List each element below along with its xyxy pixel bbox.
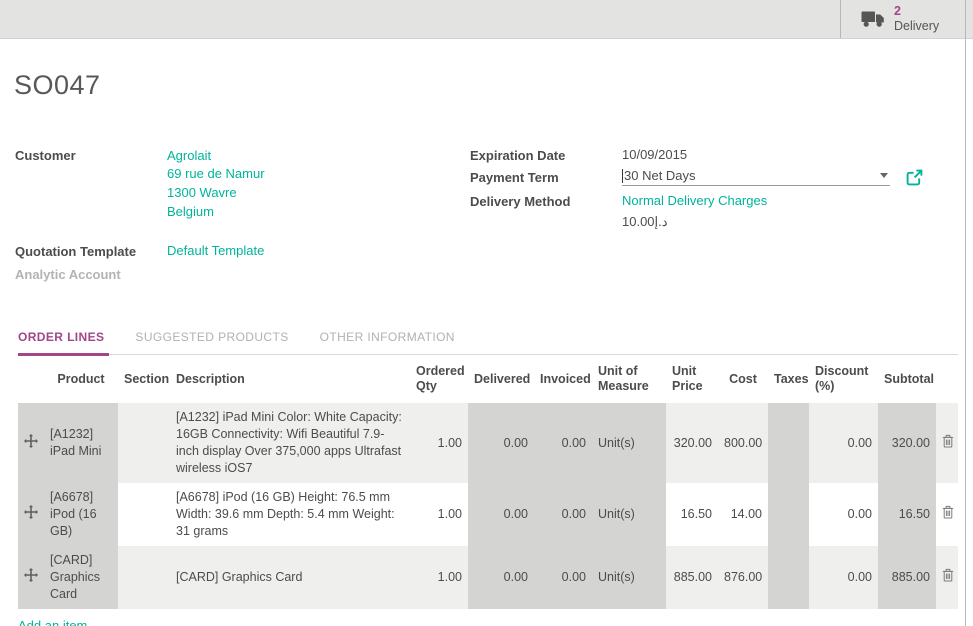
section-cell[interactable] — [118, 403, 170, 483]
col-delivered: Delivered — [468, 355, 534, 403]
col-discount: Discount (%) — [809, 355, 878, 403]
trash-icon[interactable] — [936, 546, 958, 609]
product-cell[interactable]: [A6678] iPod (16 GB) — [44, 483, 118, 546]
tab-other-information[interactable]: OTHER INFORMATION — [319, 330, 455, 344]
customer-label: Customer — [15, 148, 76, 163]
invoiced-cell: 0.00 — [534, 546, 592, 609]
add-item-link[interactable]: Add an item — [18, 618, 88, 626]
drag-handle-icon[interactable] — [18, 403, 44, 483]
invoiced-cell: 0.00 — [534, 403, 592, 483]
discount-cell[interactable]: 0.00 — [809, 546, 878, 609]
cost-cell[interactable]: 876.00 — [718, 546, 768, 609]
customer-address-line[interactable]: 1300 Wavre — [167, 185, 237, 200]
subtotal-cell: 16.50 — [878, 483, 936, 546]
window-right-edge — [965, 0, 966, 626]
taxes-cell — [768, 483, 809, 546]
analytic-account-label: Analytic Account — [15, 267, 121, 282]
ordered-qty-cell[interactable]: 1.00 — [410, 483, 468, 546]
form-fields: Customer Agrolait 69 rue de Namur 1300 W… — [0, 147, 973, 287]
expiration-date-value[interactable]: 10/09/2015 — [622, 147, 688, 162]
drag-handle-icon[interactable] — [18, 483, 44, 546]
table-row: [A1232] iPad Mini [A1232] iPad Mini Colo… — [18, 403, 958, 483]
description-cell[interactable]: [CARD] Graphics Card — [170, 546, 410, 609]
table-row: [CARD] Graphics Card [CARD] Graphics Car… — [18, 546, 958, 609]
col-subtotal: Subtotal — [878, 355, 936, 403]
delivery-count: 2 — [894, 4, 901, 18]
delivery-smart-button[interactable]: 2 Delivery — [840, 0, 973, 38]
col-delete — [936, 355, 958, 403]
trash-icon[interactable] — [936, 403, 958, 483]
analytic-account-value[interactable] — [167, 266, 470, 282]
delivered-cell: 0.00 — [468, 403, 534, 483]
text-cursor — [622, 168, 623, 183]
delivery-method-label: Delivery Method — [470, 194, 571, 209]
quotation-template-label: Quotation Template — [15, 244, 137, 259]
ordered-qty-cell[interactable]: 1.00 — [410, 546, 468, 609]
col-description: Description — [170, 355, 410, 403]
payment-term-input[interactable]: 30 Net Days — [622, 168, 890, 186]
truck-icon — [861, 10, 885, 28]
unit-price-cell[interactable]: 16.50 — [666, 483, 718, 546]
cost-cell[interactable]: 800.00 — [718, 403, 768, 483]
col-handle — [18, 355, 44, 403]
section-cell[interactable] — [118, 546, 170, 609]
col-taxes: Taxes — [768, 355, 809, 403]
tab-order-lines[interactable]: ORDER LINES — [18, 330, 110, 356]
quotation-template-link[interactable]: Default Template — [167, 243, 265, 258]
description-cell[interactable]: [A6678] iPod (16 GB) Height: 76.5 mm Wid… — [170, 483, 410, 546]
taxes-cell — [768, 403, 809, 483]
payment-term-value: 30 Net Days — [624, 168, 696, 183]
col-cost: Cost — [718, 355, 768, 403]
expiration-date-label: Expiration Date — [470, 148, 566, 163]
taxes-cell — [768, 546, 809, 609]
col-ordered-qty: Ordered Qty — [410, 355, 468, 403]
col-invoiced: Invoiced — [534, 355, 592, 403]
uom-cell: Unit(s) — [592, 483, 666, 546]
notebook-tabs: ORDER LINES SUGGESTED PRODUCTS OTHER INF… — [18, 330, 958, 356]
col-unit-of-measure: Unit of Measure — [592, 355, 666, 403]
delivery-amount: 10.00د.إ — [622, 214, 668, 229]
unit-price-cell[interactable]: 885.00 — [666, 546, 718, 609]
page-title: SO047 — [14, 70, 101, 100]
cost-cell[interactable]: 14.00 — [718, 483, 768, 546]
customer-address-line[interactable]: Belgium — [167, 204, 214, 219]
discount-cell[interactable]: 0.00 — [809, 403, 878, 483]
delivered-cell: 0.00 — [468, 546, 534, 609]
external-link-icon[interactable] — [906, 169, 923, 186]
table-row: [A6678] iPod (16 GB) [A6678] iPod (16 GB… — [18, 483, 958, 546]
topbar: 2 Delivery — [0, 0, 973, 39]
product-cell[interactable]: [CARD] Graphics Card — [44, 546, 118, 609]
col-unit-price: Unit Price — [666, 355, 718, 403]
chevron-down-icon[interactable] — [880, 173, 888, 178]
subtotal-cell: 320.00 — [878, 403, 936, 483]
delivered-cell: 0.00 — [468, 483, 534, 546]
trash-icon[interactable] — [936, 483, 958, 546]
order-lines-table: Product Section Description Ordered Qty … — [18, 355, 958, 609]
ordered-qty-cell[interactable]: 1.00 — [410, 403, 468, 483]
uom-cell: Unit(s) — [592, 546, 666, 609]
invoiced-cell: 0.00 — [534, 483, 592, 546]
description-cell[interactable]: [A1232] iPad Mini Color: White Capacity:… — [170, 403, 410, 483]
col-product: Product — [44, 355, 118, 403]
discount-cell[interactable]: 0.00 — [809, 483, 878, 546]
col-section: Section — [118, 355, 170, 403]
uom-cell: Unit(s) — [592, 403, 666, 483]
tab-suggested-products[interactable]: SUGGESTED PRODUCTS — [135, 330, 289, 344]
drag-handle-icon[interactable] — [18, 546, 44, 609]
payment-term-label: Payment Term — [470, 170, 559, 185]
customer-address-line[interactable]: 69 rue de Namur — [167, 166, 265, 181]
customer-link[interactable]: Agrolait — [167, 148, 212, 163]
unit-price-cell[interactable]: 320.00 — [666, 403, 718, 483]
table-header-row: Product Section Description Ordered Qty … — [18, 355, 958, 403]
delivery-label: Delivery — [894, 19, 940, 33]
order-lines-body: [A1232] iPad Mini [A1232] iPad Mini Colo… — [18, 403, 958, 609]
delivery-method-link[interactable]: Normal Delivery Charges — [622, 193, 768, 208]
subtotal-cell: 885.00 — [878, 546, 936, 609]
product-cell[interactable]: [A1232] iPad Mini — [44, 403, 118, 483]
section-cell[interactable] — [118, 483, 170, 546]
